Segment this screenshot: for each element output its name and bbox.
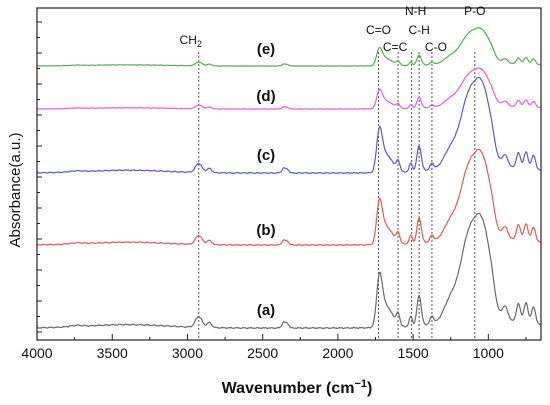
peak-label: CH2 bbox=[180, 33, 202, 49]
y-axis-title: Absorbance(a.u.) bbox=[7, 132, 24, 247]
x-tick-label: 3000 bbox=[172, 345, 203, 361]
y-axis bbox=[37, 21, 42, 333]
sample-labels: (e) (d) (c) (b) (a) bbox=[256, 41, 275, 319]
spectrum-line bbox=[36, 27, 541, 67]
spectrum-line bbox=[36, 67, 541, 110]
peak-label: C=O bbox=[366, 23, 391, 37]
x-tick-label: 1500 bbox=[398, 345, 429, 361]
spectrum-line bbox=[36, 212, 541, 330]
spectrum-line bbox=[37, 148, 541, 247]
x-tick-label: 2500 bbox=[247, 345, 278, 361]
series-label: (a) bbox=[257, 302, 275, 319]
peak-label: N-H bbox=[405, 4, 426, 18]
x-tick-label: 2000 bbox=[322, 345, 353, 361]
peak-label: P-O bbox=[464, 4, 485, 18]
plot-border bbox=[36, 7, 542, 341]
annotations: CH2 C=O C=C N-H C-H C-O P-O bbox=[180, 4, 486, 54]
x-axis-title: Wavenumber (cm−1) bbox=[222, 378, 373, 397]
plot-frame bbox=[36, 7, 542, 341]
peak-label: C-O bbox=[425, 40, 447, 54]
x-tick-label: 4000 bbox=[21, 345, 52, 361]
series-label: (c) bbox=[257, 147, 275, 164]
spectra bbox=[36, 27, 541, 330]
series-label: (b) bbox=[256, 222, 275, 239]
series-label: (e) bbox=[257, 41, 275, 58]
peak-label: C=C bbox=[383, 40, 408, 54]
x-tick-label: 1000 bbox=[473, 345, 504, 361]
x-tick-label: 3500 bbox=[97, 345, 128, 361]
series-label: (d) bbox=[256, 88, 275, 105]
reference-lines bbox=[198, 52, 476, 340]
peak-label: C-H bbox=[408, 23, 429, 37]
spectrum-line bbox=[37, 76, 541, 175]
x-axis: 4000 3500 3000 2500 2000 1500 1000 bbox=[21, 334, 527, 361]
